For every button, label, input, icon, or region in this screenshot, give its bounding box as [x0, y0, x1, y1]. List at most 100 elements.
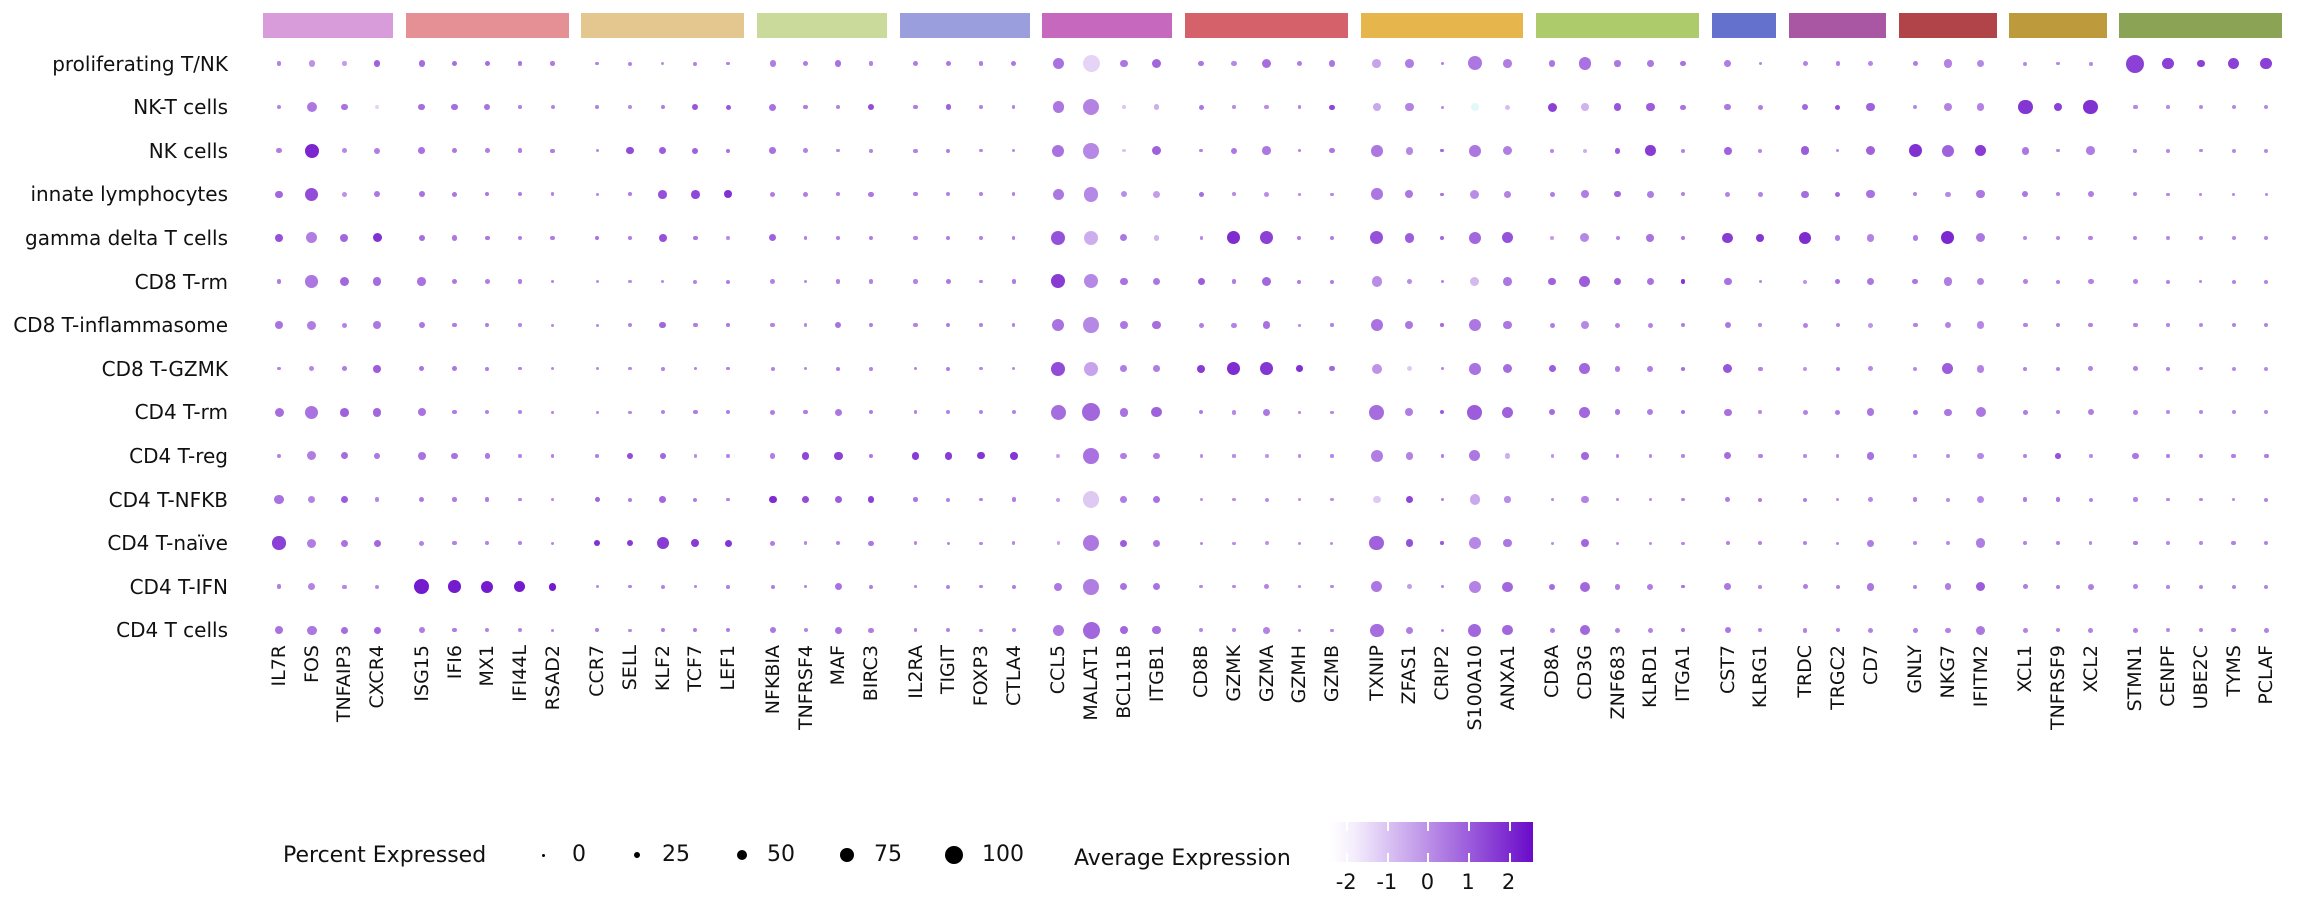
- expression-dot: [660, 410, 665, 415]
- expression-dot: [2166, 410, 2171, 415]
- size-legend-dot: [945, 846, 963, 864]
- expression-dot: [1580, 190, 1589, 199]
- expression-dot: [1976, 582, 1986, 592]
- expression-dot: [660, 279, 665, 284]
- gene-label: IFI6: [443, 645, 466, 680]
- expression-dot: [1119, 626, 1128, 635]
- expression-dot: [551, 497, 555, 502]
- expression-dot: [485, 628, 490, 633]
- expression-dot: [1083, 142, 1099, 159]
- expression-dot: [1945, 497, 1950, 502]
- expression-dot: [1503, 538, 1512, 548]
- size-legend-value: 50: [767, 842, 795, 867]
- expression-dot: [2022, 322, 2028, 328]
- row-label: CD4 T-IFN: [129, 574, 228, 599]
- expression-dot: [2231, 497, 2236, 502]
- colorbar-tick-label: -2: [1335, 870, 1357, 894]
- expression-dot: [1943, 59, 1953, 68]
- expression-dot: [1011, 148, 1016, 153]
- expression-dot: [373, 626, 381, 634]
- expression-dot: [2133, 235, 2138, 240]
- expression-dot: [1083, 448, 1099, 464]
- gene-label: ITGA1: [1672, 645, 1694, 703]
- expression-dot: [1977, 452, 1984, 460]
- expression-dot: [1082, 403, 1101, 422]
- expression-dot: [1503, 146, 1512, 156]
- expression-dot: [595, 61, 600, 66]
- expression-dot: [305, 275, 318, 288]
- expression-dot: [1802, 322, 1808, 328]
- expression-dot: [342, 366, 347, 372]
- expression-dot: [517, 104, 523, 110]
- gene-label: S100A10: [1463, 645, 1486, 731]
- expression-dot: [834, 495, 842, 504]
- gene-group-bar: [756, 13, 887, 38]
- expression-dot: [1866, 583, 1875, 591]
- expression-dot: [1297, 497, 1301, 502]
- expression-dot: [1153, 235, 1160, 241]
- expression-dot: [658, 233, 667, 242]
- expression-dot: [373, 539, 381, 547]
- expression-dot: [1232, 584, 1236, 589]
- gene-label: NKG7: [1936, 645, 1959, 699]
- gene-label: MX1: [476, 645, 499, 687]
- gene-group-bar: [1360, 13, 1524, 38]
- expression-dot: [452, 410, 457, 415]
- expression-dot: [2056, 192, 2060, 197]
- gene-label: GNLY: [1904, 645, 1927, 694]
- expression-dot: [1758, 323, 1763, 328]
- expression-dot: [1614, 365, 1621, 372]
- expression-dot: [1502, 232, 1513, 244]
- expression-dot: [418, 60, 425, 67]
- expression-dot: [341, 148, 348, 154]
- expression-dot: [1867, 60, 1874, 67]
- expression-dot: [1011, 366, 1016, 371]
- expression-dot: [1439, 410, 1445, 415]
- expression-dot: [768, 495, 777, 504]
- expression-dot: [693, 410, 698, 415]
- expression-dot: [867, 496, 875, 503]
- expression-dot: [1329, 235, 1335, 241]
- expression-dot: [1470, 103, 1479, 111]
- expression-dot: [1680, 279, 1686, 284]
- expression-dot: [1912, 278, 1919, 285]
- expression-dot: [946, 497, 951, 502]
- expression-dot: [1758, 148, 1763, 153]
- expression-dot: [418, 147, 426, 155]
- expression-dot: [726, 584, 731, 589]
- expression-dot: [835, 60, 842, 67]
- expression-dot: [340, 452, 348, 460]
- expression-dot: [2264, 192, 2268, 196]
- expression-dot: [1614, 60, 1621, 67]
- gene-label: IL2RA: [904, 645, 927, 699]
- expression-dot: [1371, 363, 1382, 374]
- expression-dot: [1329, 147, 1335, 154]
- expression-dot: [1503, 320, 1512, 330]
- expression-dot: [834, 583, 842, 591]
- expression-dot: [1680, 60, 1686, 67]
- expression-dot: [308, 60, 315, 67]
- expression-dot: [726, 454, 730, 458]
- expression-dot: [342, 191, 347, 197]
- gene-label: GZMH: [1288, 645, 1311, 704]
- expression-dot: [419, 366, 425, 372]
- expression-dot: [1866, 146, 1875, 156]
- expression-dot: [307, 625, 317, 636]
- expression-dot: [946, 235, 951, 241]
- expression-dot: [693, 279, 698, 284]
- expression-dot: [770, 322, 776, 328]
- expression-dot: [2056, 366, 2060, 371]
- expression-dot: [514, 581, 526, 593]
- expression-dot: [550, 279, 555, 284]
- expression-dot: [1615, 627, 1621, 633]
- expression-dot: [2227, 57, 2240, 70]
- expression-dot: [1803, 279, 1808, 284]
- expression-dot: [1052, 101, 1065, 113]
- expression-dot: [517, 148, 523, 154]
- expression-dot: [1153, 365, 1160, 373]
- expression-dot: [2198, 541, 2203, 545]
- colorbar-tick: [1346, 822, 1349, 831]
- expression-dot: [836, 148, 840, 153]
- expression-dot: [1680, 235, 1686, 241]
- gene-group-bar: [405, 13, 569, 38]
